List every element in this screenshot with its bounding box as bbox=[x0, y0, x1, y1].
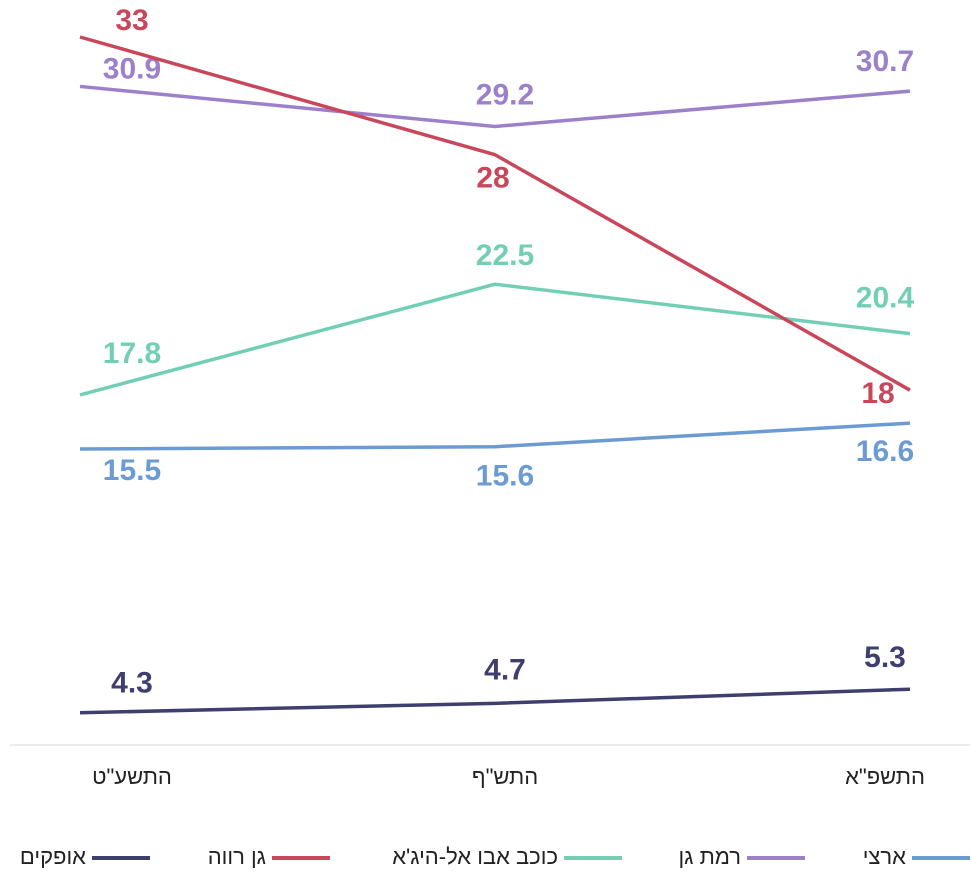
data-label: 28 bbox=[476, 162, 509, 195]
data-label: 17.8 bbox=[103, 337, 161, 370]
series-line bbox=[79, 282, 911, 397]
legend-label: גן רווה bbox=[208, 844, 266, 869]
x-tick-label: התשפ"א bbox=[845, 764, 925, 789]
legend-label: כוכב אבו אל-היג'א bbox=[392, 844, 558, 869]
x-tick-label: התש"ף bbox=[472, 764, 538, 789]
data-label: 20.4 bbox=[856, 282, 915, 315]
series-line bbox=[79, 687, 911, 715]
legend-label: ארצי bbox=[863, 844, 906, 869]
data-label: 15.5 bbox=[103, 454, 161, 487]
series-line bbox=[79, 84, 911, 129]
x-tick-label: התשע"ט bbox=[92, 764, 172, 789]
data-label: 16.6 bbox=[856, 435, 914, 468]
legend-label: רמת גן bbox=[678, 844, 741, 869]
data-label: 18 bbox=[861, 377, 894, 410]
series-line bbox=[79, 35, 911, 392]
data-label: 29.2 bbox=[476, 78, 534, 111]
data-label: 30.7 bbox=[856, 45, 914, 78]
data-label: 15.6 bbox=[476, 460, 534, 493]
data-label: 4.7 bbox=[484, 653, 526, 686]
legend-label: אופקים bbox=[20, 844, 86, 869]
data-label: 22.5 bbox=[476, 239, 534, 272]
data-label: 4.3 bbox=[111, 667, 153, 700]
data-label: 33 bbox=[115, 4, 148, 37]
series-line bbox=[79, 421, 911, 451]
data-label: 5.3 bbox=[864, 641, 906, 674]
